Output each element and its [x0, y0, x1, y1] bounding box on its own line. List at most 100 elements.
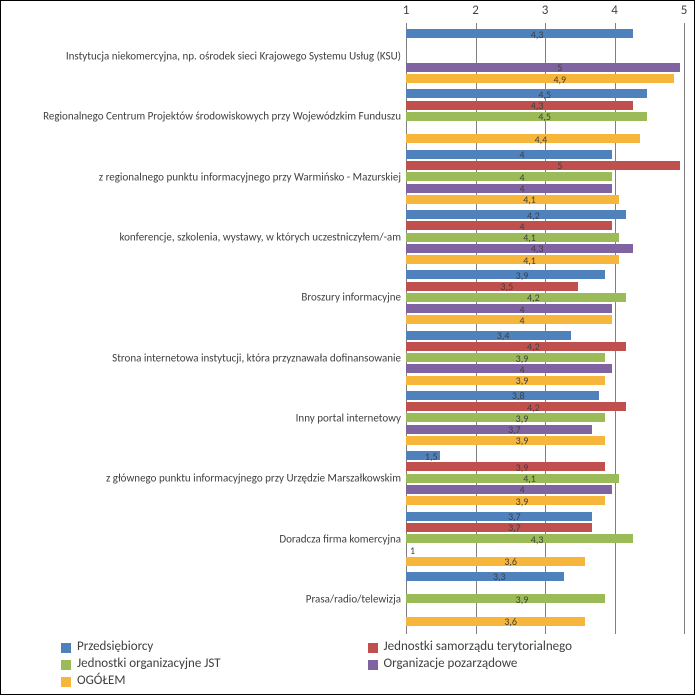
bar-value: 3,5	[501, 280, 514, 293]
legend-item: Organizacje pozarządowe	[368, 656, 675, 673]
bar: 4	[406, 184, 612, 193]
bar: 3,6	[406, 617, 585, 626]
x-tick: 5	[681, 3, 688, 18]
bar: 3,4	[406, 331, 571, 340]
category-group: konferencje, szkolenia, wystawy, w który…	[9, 208, 680, 268]
bar: 5	[406, 161, 680, 170]
bar-set: 4,5 4,3 4,5 4,4	[406, 88, 680, 146]
bar-value: 4,1	[523, 254, 536, 267]
bar-value: 4,2	[527, 340, 540, 353]
bar: 3,9	[406, 413, 605, 422]
legend-label: OGÓŁEM	[77, 673, 125, 690]
category-group: Doradcza firma komercyjna3,73,74,313,6	[9, 509, 680, 569]
bar-value: 3,4	[497, 329, 510, 342]
bar: 3,9	[406, 353, 605, 362]
bar-value: 1	[410, 544, 415, 557]
category-label: z regionalnego punktu informacyjnego prz…	[9, 171, 405, 184]
category-label: Broszury informacyjne	[9, 292, 405, 305]
category-group: Prasa/radio/telewizja 3,3 3,9 3,6	[9, 570, 680, 630]
bar-value: 4,4	[535, 133, 548, 146]
bar-set: 1,53,94,143,9	[406, 450, 680, 508]
x-tick: 3	[542, 3, 549, 18]
bar-value: 3,9	[516, 374, 529, 387]
bar-set: 4,244,14,34,1	[406, 209, 680, 267]
bar: 4,1	[406, 474, 619, 483]
bar: 4	[406, 315, 612, 324]
bar-value: 1,5	[425, 450, 438, 463]
x-tick: 1	[403, 3, 410, 18]
bar: 3,7	[406, 425, 592, 434]
legend-label: Organizacje pozarządowe	[384, 656, 518, 673]
bar: 3,9	[406, 496, 605, 505]
legend: Przedsiębiorcy Jednostki samorządu teryt…	[61, 639, 674, 690]
legend-label: Przedsiębiorcy	[77, 639, 153, 656]
chart-container: 12345 Instytucja niekomercyjna, np. ośro…	[0, 0, 695, 695]
bar: 4	[406, 221, 612, 230]
bar: 3,3	[406, 572, 564, 581]
bar-set: 3,93,5 4,244	[406, 269, 680, 327]
bar: 4,3	[406, 244, 633, 253]
bar: 4	[406, 304, 612, 313]
category-label: konferencje, szkolenia, wystawy, w który…	[9, 232, 405, 245]
bar: 3,9	[406, 594, 605, 603]
category-group: Broszury informacyjne 3,93,5 4,244	[9, 268, 680, 328]
bar-value: 3,6	[504, 615, 517, 628]
legend-label: Jednostki samorządu terytorialnego	[384, 639, 573, 656]
bar-value: 4,2	[527, 401, 540, 414]
bar-value: 3,6	[504, 555, 517, 568]
bar: 4,1	[406, 255, 619, 264]
bar: 4,3	[406, 101, 633, 110]
bar: 4,5	[406, 112, 647, 121]
bar: 3,8	[406, 391, 599, 400]
bar: 5	[406, 63, 680, 72]
bar-set: 3,44,23,943,9	[406, 329, 680, 387]
category-group: Inny portal internetowy3,84,23,93,73,9	[9, 389, 680, 449]
bar: 4,4	[406, 134, 640, 143]
legend-swatch	[61, 677, 71, 687]
bar-value: 5	[557, 159, 562, 172]
bar-value: 4,2	[527, 291, 540, 304]
bar-value: 4,1	[523, 193, 536, 206]
bar-value: 4,3	[531, 533, 544, 546]
category-label: Instytucja niekomercyjna, np. ośrodek si…	[9, 51, 405, 64]
bar-set: 3,3 3,9 3,6	[406, 571, 680, 629]
bar: 4	[406, 485, 612, 494]
bar: 4,5	[406, 89, 647, 98]
x-tick: 4	[611, 3, 618, 18]
bar-value: 4,2	[527, 209, 540, 222]
bar-value: 3,9	[516, 269, 529, 282]
category-group: Strona internetowa instytucji, która prz…	[9, 328, 680, 388]
bar-set: 3,73,74,313,6	[406, 510, 680, 568]
bar: 4,1	[406, 195, 619, 204]
bar: 4	[406, 364, 612, 373]
bar: 3,9	[406, 376, 605, 385]
bar-value: 3,3	[493, 570, 506, 583]
bar-value: 4	[519, 148, 524, 161]
category-label: Strona internetowa instytucji, która prz…	[9, 352, 405, 365]
bar: 4	[406, 172, 612, 181]
legend-item: OGÓŁEM	[61, 673, 368, 690]
bar-value: 3,8	[512, 389, 525, 402]
bar-value: 4,1	[523, 472, 536, 485]
bar: 4,3	[406, 29, 633, 38]
x-tick: 2	[472, 3, 479, 18]
bar: 3,9	[406, 270, 605, 279]
category-label: Prasa/radio/telewizja	[9, 593, 405, 606]
category-group: z regionalnego punktu informacyjnego prz…	[9, 148, 680, 208]
bar: 4,3	[406, 534, 633, 543]
bar: 3,5	[406, 282, 578, 291]
bar: 4,1	[406, 233, 619, 242]
legend-swatch	[368, 643, 378, 653]
category-label: z głównego punktu informacyjnego przy Ur…	[9, 473, 405, 486]
bar: 3,9	[406, 436, 605, 445]
bar-value: 4	[519, 314, 524, 327]
legend-swatch	[61, 643, 71, 653]
bar: 4,2	[406, 210, 626, 219]
bar-value: 3,7	[508, 521, 521, 534]
category-label: Regionalnego Centrum Projektów środowisk…	[9, 111, 405, 124]
bar-set: 45444,1	[406, 149, 680, 207]
bar: 3,9	[406, 462, 605, 471]
legend-item: Jednostki organizacyjne JST	[61, 656, 368, 673]
bar: 4,2	[406, 402, 626, 411]
legend-swatch	[61, 660, 71, 670]
